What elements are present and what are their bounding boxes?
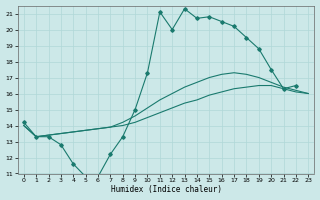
X-axis label: Humidex (Indice chaleur): Humidex (Indice chaleur) xyxy=(110,185,221,194)
